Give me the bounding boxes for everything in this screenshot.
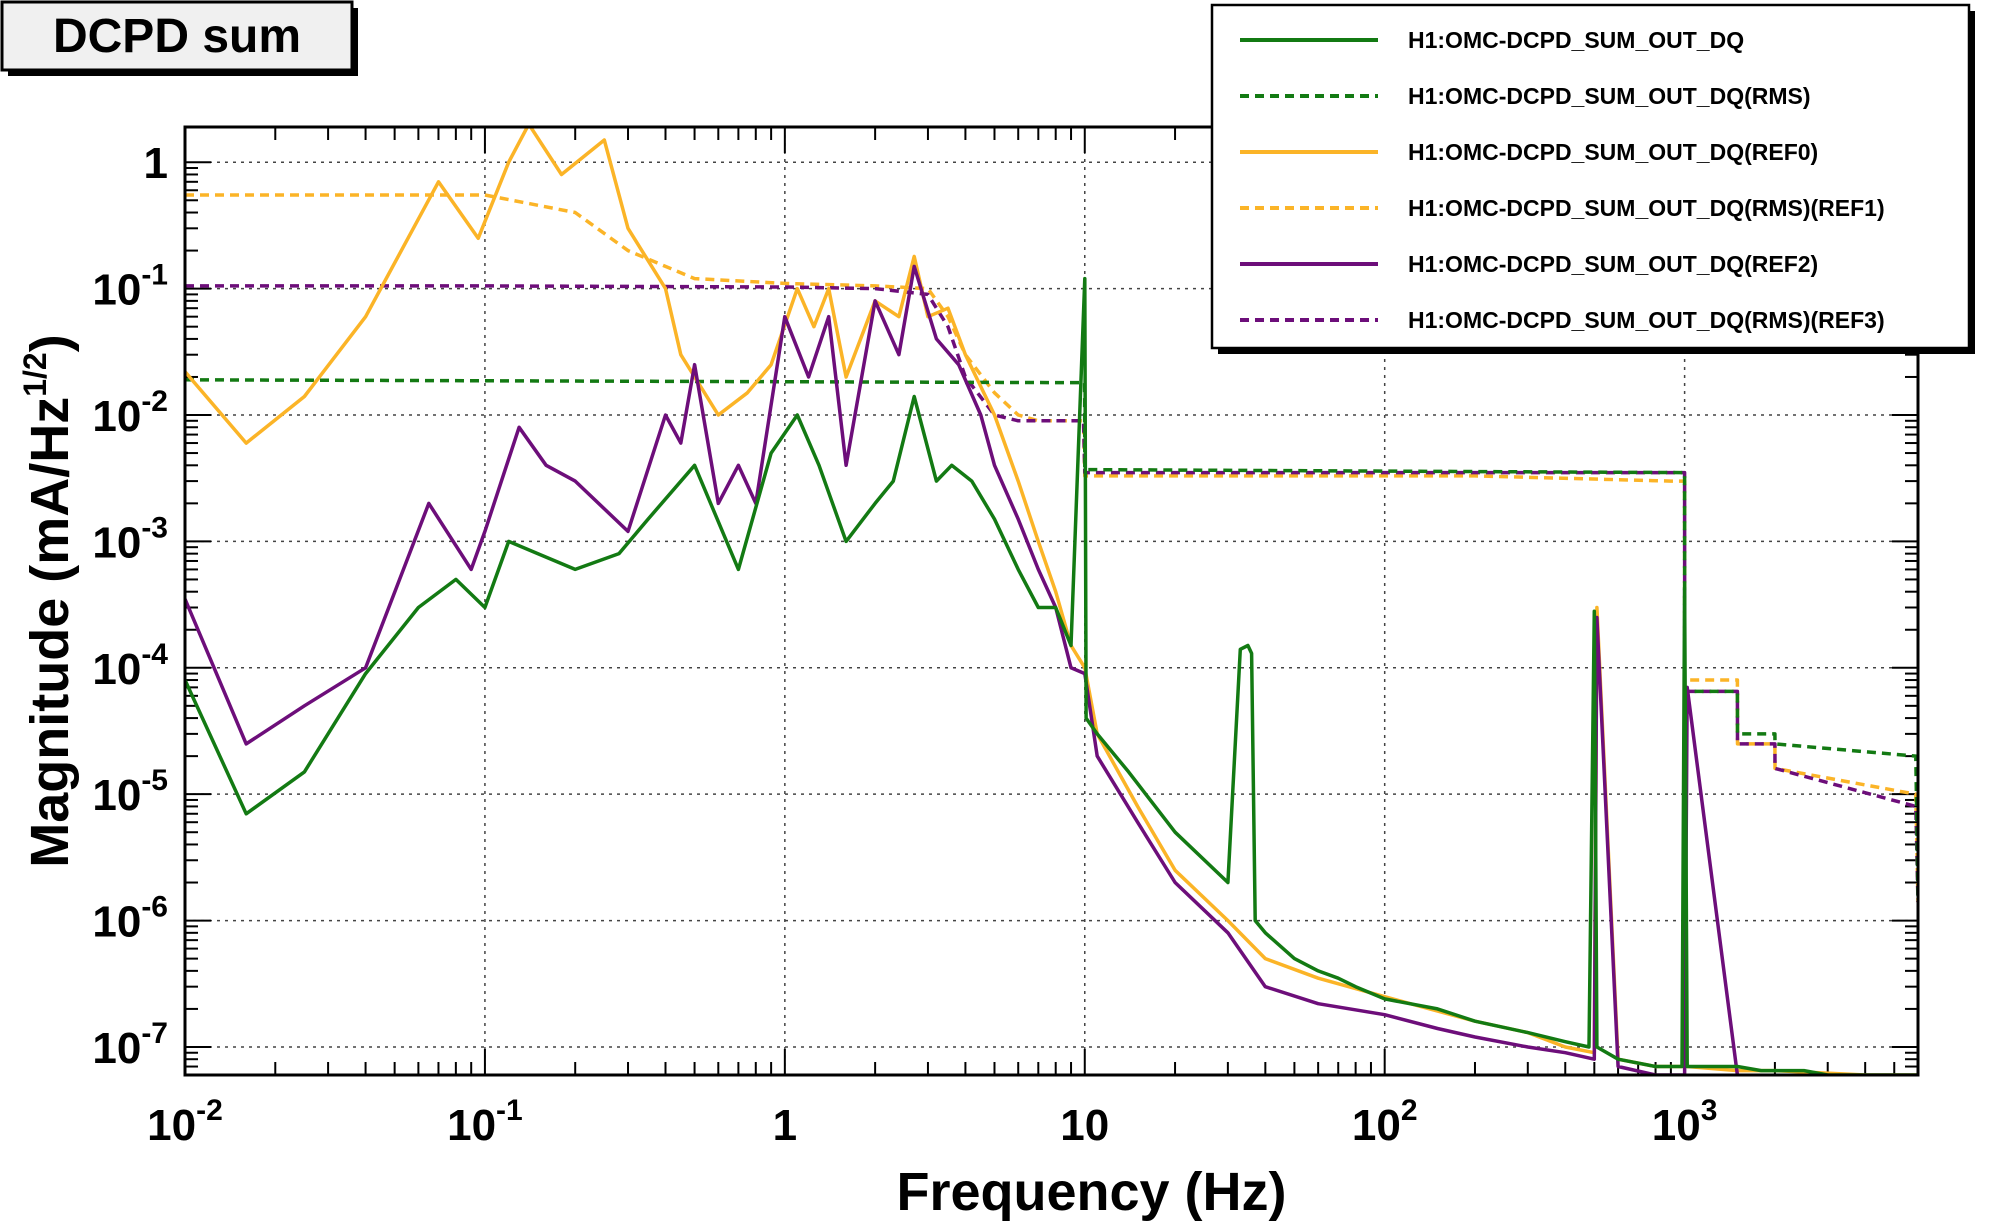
y-tick-label-5: 10-5	[92, 764, 168, 820]
legend-label-4: H1:OMC-DCPD_SUM_OUT_DQ(REF2)	[1408, 251, 1818, 277]
y-axis-title: Magnitude (mA/Hz1/2)	[17, 334, 80, 867]
y-tick-label-4: 10-4	[92, 638, 168, 694]
y-axis-title-main: Magnitude (mA/Hz	[20, 397, 80, 868]
x-tick-label-2: 1	[773, 1101, 797, 1150]
y-tick-label-2: 10-2	[92, 385, 168, 441]
legend-label-0: H1:OMC-DCPD_SUM_OUT_DQ	[1408, 27, 1744, 53]
y-tick-label-6: 10-6	[92, 891, 168, 947]
y-tick-label-0: 1	[144, 139, 168, 188]
x-tick-label-0: 10-2	[147, 1094, 223, 1150]
x-tick-label-1: 10-1	[447, 1094, 523, 1150]
legend-label-3: H1:OMC-DCPD_SUM_OUT_DQ(RMS)(REF1)	[1408, 195, 1885, 221]
x-tick-label-3: 10	[1060, 1101, 1109, 1150]
chart-title: DCPD sum	[53, 10, 301, 63]
title-box: DCPD sum	[0, 0, 358, 76]
x-tick-labels: 10-2 10-1 1 10 102 103	[147, 1094, 1717, 1150]
legend-label-1: H1:OMC-DCPD_SUM_OUT_DQ(RMS)	[1408, 83, 1811, 109]
series-layer	[185, 127, 1918, 1075]
y-axis-title-sup: 1/2	[17, 352, 53, 396]
y-axis-title-close: )	[20, 334, 80, 352]
y-tick-label-1: 10-1	[92, 259, 168, 315]
x-tick-label-5: 103	[1652, 1094, 1718, 1150]
y-tick-label-7: 10-7	[92, 1017, 168, 1073]
legend-label-2: H1:OMC-DCPD_SUM_OUT_DQ(REF0)	[1408, 139, 1818, 165]
x-axis-title: Frequency (Hz)	[896, 1162, 1286, 1222]
y-tick-labels: 1 10-1 10-2 10-3 10-4 10-5 10-6 10-7	[92, 139, 168, 1073]
series-line-5	[185, 284, 1918, 903]
legend: H1:OMC-DCPD_SUM_OUT_DQ H1:OMC-DCPD_SUM_OU…	[1210, 3, 1975, 354]
x-tick-label-4: 102	[1352, 1094, 1418, 1150]
legend-box	[1210, 3, 1971, 350]
plot-border	[183, 125, 1920, 1077]
series-line-4	[185, 264, 1752, 1075]
legend-label-5: H1:OMC-DCPD_SUM_OUT_DQ(RMS)(REF3)	[1408, 307, 1885, 333]
y-tick-label-3: 10-3	[92, 511, 168, 567]
series-line-0	[185, 276, 1918, 1075]
